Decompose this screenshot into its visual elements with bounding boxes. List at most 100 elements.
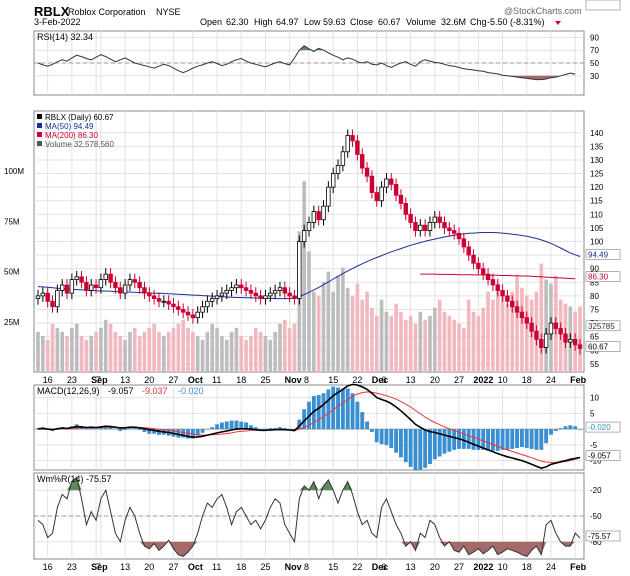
ma50-line [37, 232, 581, 300]
macd-ytick: -5 [590, 441, 598, 450]
chg-label: Chg [470, 17, 487, 27]
open-label: Open [200, 17, 222, 27]
macd-histogram-bar [423, 429, 428, 468]
candle-body [480, 268, 486, 275]
x-axis-tick: 18 [236, 562, 246, 572]
volume-bar [94, 331, 98, 372]
macd-histogram-bar [311, 396, 316, 430]
price-ytick: 100 [590, 238, 604, 247]
candle-body [340, 151, 346, 166]
macd-hist-label: -0.020 [585, 421, 621, 433]
volume-bar [239, 335, 244, 372]
volume-bar [215, 327, 219, 372]
candle-body [374, 192, 379, 202]
volume-bar [312, 291, 316, 372]
macd-histogram-bar [234, 420, 239, 430]
macd-last-label: -9.057 [585, 450, 621, 461]
candle-body [84, 281, 89, 291]
price-ytick: 120 [590, 183, 604, 192]
candle-body [127, 279, 133, 286]
candle-body [364, 167, 370, 177]
x-axis-tick: 8 [304, 375, 309, 385]
candle-body [330, 173, 336, 188]
candle-body [316, 211, 321, 221]
candle-body [50, 300, 55, 308]
x-axis-tick: 24 [546, 375, 556, 385]
chart-date: 3-Feb-2022 [34, 17, 81, 27]
macd-histogram-bar [500, 429, 505, 450]
candle-body [534, 330, 539, 340]
volume-bar [137, 335, 142, 372]
x-axis-tick: 18 [522, 562, 532, 572]
candle-body [93, 284, 99, 289]
volume-bar [45, 339, 50, 372]
macd-histogram-bar [331, 386, 336, 430]
candle-body [485, 273, 491, 280]
x-axis-tick: 13 [120, 562, 130, 572]
volume-bar [466, 299, 471, 372]
candle-body [403, 203, 409, 215]
candle-body [40, 292, 46, 297]
symbol: RBLX [34, 4, 70, 19]
macd-histogram-bar [176, 429, 181, 438]
x-axis-tick: 24 [546, 562, 556, 572]
macd-histogram-bar [200, 429, 205, 433]
wmr-last-label-text: -75.57 [588, 532, 611, 541]
candle-body [118, 287, 123, 294]
volume-bar [113, 331, 118, 372]
macd-hist-label-box [585, 421, 621, 433]
macd-histogram-bar [263, 429, 268, 430]
volume-bar [341, 267, 345, 372]
macd-histogram-bar [282, 428, 287, 430]
macd-histogram-bar [490, 429, 495, 451]
x-axis-tick: 13 [406, 562, 416, 572]
open-value: 62.30 [226, 17, 249, 27]
price-legend-item: Volume 32,578,560 [45, 140, 114, 149]
candle-body [350, 135, 355, 142]
candle-body [355, 140, 360, 155]
volume-bar [408, 315, 413, 372]
volume-bar [50, 323, 55, 372]
macd-histogram-bar [553, 429, 558, 431]
volume-bar [273, 331, 277, 372]
x-axis-tick: Nov [285, 375, 302, 385]
volume-bar [403, 319, 408, 372]
ma50-label-box [585, 249, 621, 260]
x-axis-tick: 20 [430, 562, 440, 572]
x-axis-tick: 27 [454, 375, 464, 385]
volume-bar [234, 327, 239, 372]
volume-bar [418, 311, 423, 372]
price-ytick: 125 [590, 170, 604, 179]
high-label: High [254, 17, 273, 27]
candle-body [384, 178, 389, 188]
volume-bar [500, 295, 505, 372]
candle-body [461, 238, 467, 248]
candle-body [335, 164, 341, 174]
x-axis-tick: 7 [96, 375, 101, 385]
volume-bar [505, 303, 510, 372]
candle-body [209, 298, 215, 302]
volume-bar [249, 335, 253, 372]
volume-bar [55, 327, 60, 372]
candle-body [427, 222, 433, 232]
volume-bar [355, 283, 360, 372]
candle-body [418, 224, 423, 232]
low-label: Low [304, 17, 321, 27]
volume-bar [210, 323, 215, 372]
macd-histogram-bar [578, 429, 582, 430]
volume-bar [84, 339, 89, 372]
x-axis-tick: 11 [212, 562, 221, 572]
candle-body [369, 175, 375, 193]
wmr-line [37, 476, 581, 557]
volume-label: Volume [406, 17, 436, 27]
macd-histogram-bar [418, 429, 423, 470]
macd-histogram-bar [461, 429, 466, 449]
company-name: Roblox Corporation [68, 7, 146, 17]
volume-bar [302, 181, 306, 372]
volume-bar [157, 331, 161, 372]
volume-bar [263, 335, 268, 372]
ma200-label-box [585, 271, 621, 282]
candle-body [79, 276, 84, 283]
candle-body [166, 300, 171, 305]
ma200-label: 86.30 [585, 271, 621, 282]
